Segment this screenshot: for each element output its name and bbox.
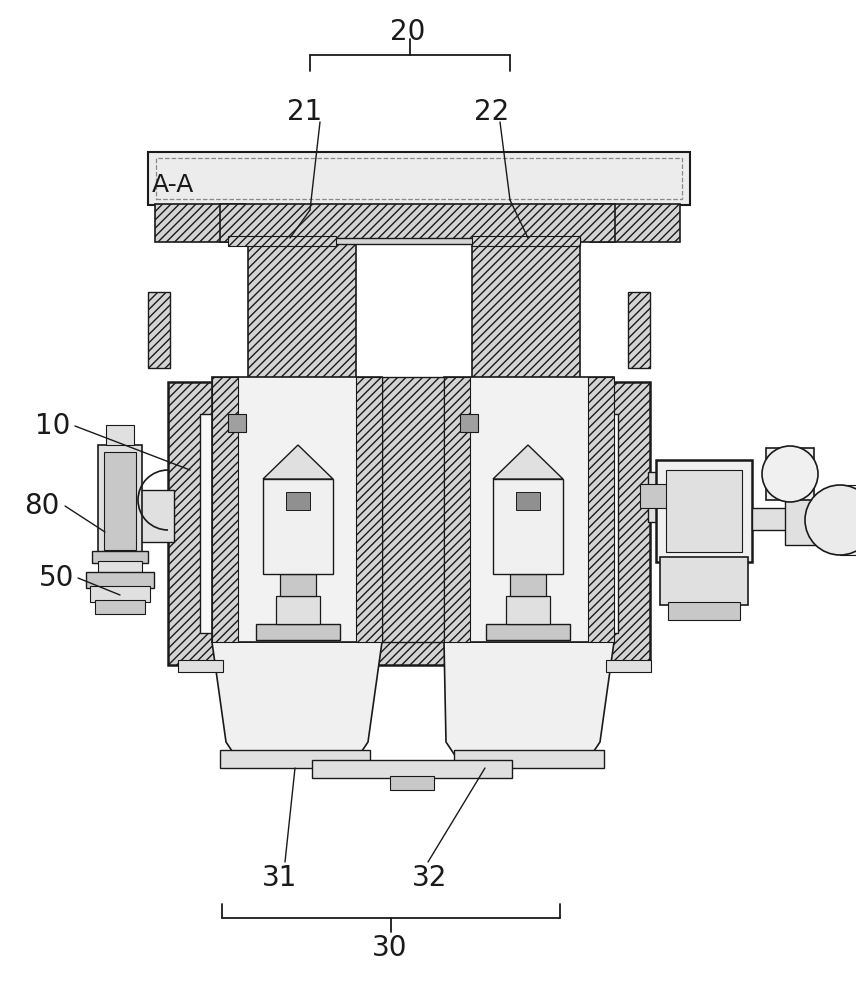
Bar bbox=[472, 236, 580, 246]
Text: 50: 50 bbox=[39, 564, 74, 592]
Bar bbox=[220, 750, 370, 768]
Bar bbox=[785, 497, 820, 545]
Bar bbox=[486, 624, 570, 640]
Bar bbox=[138, 490, 174, 542]
Bar bbox=[588, 377, 614, 642]
Circle shape bbox=[805, 485, 856, 555]
Bar bbox=[256, 624, 340, 640]
Bar bbox=[312, 760, 512, 778]
Text: 10: 10 bbox=[34, 412, 70, 440]
Bar bbox=[516, 492, 540, 510]
Bar bbox=[212, 377, 382, 642]
Bar bbox=[92, 551, 148, 563]
Text: 20: 20 bbox=[390, 18, 425, 46]
Bar bbox=[178, 660, 223, 672]
Bar bbox=[104, 452, 136, 550]
Bar bbox=[666, 470, 742, 552]
Bar bbox=[148, 292, 170, 368]
Bar bbox=[106, 425, 134, 445]
Text: 22: 22 bbox=[474, 98, 509, 126]
Bar bbox=[752, 508, 802, 530]
Bar bbox=[356, 377, 382, 642]
Bar bbox=[263, 479, 333, 574]
Bar bbox=[820, 510, 848, 532]
Bar bbox=[155, 204, 245, 242]
Bar bbox=[212, 377, 238, 642]
Bar bbox=[156, 158, 682, 199]
Bar bbox=[248, 238, 580, 244]
Bar bbox=[382, 377, 444, 642]
Bar bbox=[506, 596, 550, 624]
Bar bbox=[660, 557, 748, 605]
Bar bbox=[148, 152, 690, 205]
Bar bbox=[590, 204, 680, 242]
Text: 21: 21 bbox=[288, 98, 323, 126]
Bar bbox=[220, 204, 615, 242]
Bar bbox=[648, 472, 686, 522]
Polygon shape bbox=[263, 445, 333, 479]
Bar bbox=[472, 240, 580, 382]
Bar bbox=[390, 776, 434, 790]
Bar bbox=[86, 572, 154, 588]
Bar bbox=[493, 479, 563, 574]
Bar bbox=[200, 414, 618, 633]
Bar bbox=[248, 240, 356, 382]
Polygon shape bbox=[493, 445, 563, 479]
Bar bbox=[606, 660, 651, 672]
Bar bbox=[454, 750, 604, 768]
Text: A-A: A-A bbox=[152, 173, 194, 197]
Bar bbox=[444, 377, 614, 642]
Bar bbox=[168, 382, 650, 665]
Bar bbox=[228, 414, 246, 432]
Bar bbox=[276, 596, 320, 624]
Text: 30: 30 bbox=[372, 934, 407, 962]
Bar bbox=[460, 414, 478, 432]
Text: 80: 80 bbox=[25, 492, 60, 520]
Bar bbox=[668, 602, 740, 620]
Polygon shape bbox=[212, 642, 382, 760]
Polygon shape bbox=[444, 642, 614, 760]
Bar bbox=[286, 492, 310, 510]
Bar bbox=[444, 377, 470, 642]
Bar bbox=[656, 460, 752, 562]
Text: 32: 32 bbox=[413, 864, 448, 892]
Bar bbox=[90, 586, 150, 602]
Bar bbox=[628, 292, 650, 368]
Bar bbox=[280, 574, 316, 596]
Bar bbox=[640, 484, 690, 508]
Bar bbox=[840, 485, 856, 555]
Circle shape bbox=[762, 446, 818, 502]
Bar bbox=[228, 236, 336, 246]
Bar bbox=[766, 448, 814, 500]
Bar bbox=[98, 445, 142, 555]
Bar bbox=[98, 561, 142, 575]
Bar bbox=[510, 574, 546, 596]
Text: 31: 31 bbox=[262, 864, 298, 892]
Bar bbox=[95, 600, 145, 614]
